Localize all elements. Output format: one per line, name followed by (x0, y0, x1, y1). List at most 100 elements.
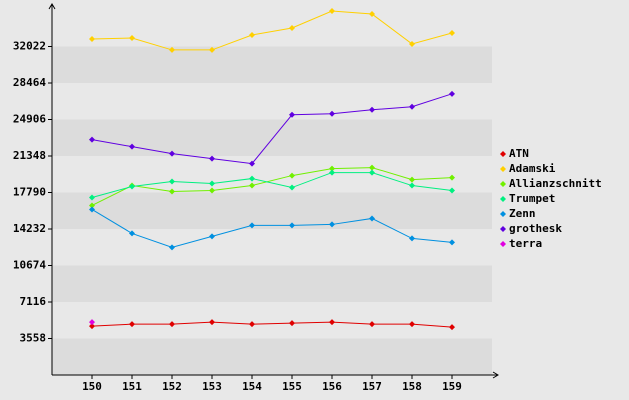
x-tick-label: 155 (282, 380, 302, 393)
point (89, 136, 95, 143)
point (449, 29, 455, 36)
y-tick-label: 32022 (13, 40, 46, 53)
point (329, 169, 335, 176)
grid-band (52, 83, 492, 120)
point (209, 319, 215, 326)
point (369, 106, 375, 113)
point (449, 239, 455, 246)
grid-band (52, 229, 492, 266)
point (169, 178, 175, 185)
point (449, 90, 455, 97)
legend-label: Trumpet (509, 192, 555, 205)
point (209, 233, 215, 240)
point (369, 215, 375, 222)
point (369, 11, 375, 18)
legend-label: Adamski (509, 162, 556, 175)
series-line (91, 321, 453, 328)
series-line (91, 209, 453, 248)
point (129, 183, 135, 190)
point (89, 206, 95, 213)
point (169, 150, 175, 157)
y-tick-label: 24906 (13, 113, 46, 126)
point (329, 221, 335, 228)
x-tick-label: 151 (122, 380, 142, 393)
x-axis-arrow (492, 371, 499, 379)
legend-marker (500, 241, 506, 247)
point (409, 40, 415, 47)
point (129, 321, 135, 328)
legend-marker (500, 151, 506, 157)
point (89, 323, 95, 330)
point (249, 182, 255, 189)
y-tick-label: 17790 (13, 186, 46, 199)
point (329, 110, 335, 117)
series-line (91, 93, 453, 165)
point (209, 46, 215, 53)
x-tick-label: 158 (402, 380, 422, 393)
point (89, 202, 95, 209)
legend-label: terra (509, 237, 542, 250)
series-line (91, 167, 453, 206)
legend-marker (500, 196, 506, 202)
point (289, 320, 295, 327)
point (449, 187, 455, 194)
point (289, 111, 295, 118)
x-tick-label: 150 (82, 380, 102, 393)
point (409, 182, 415, 189)
point (209, 180, 215, 187)
series-line (91, 172, 453, 198)
x-tick-label: 154 (242, 380, 262, 393)
x-tick-label: 153 (202, 380, 222, 393)
point (289, 184, 295, 191)
legend-marker (500, 181, 506, 187)
legend-label: ATN (509, 147, 529, 160)
grid-band (52, 46, 492, 83)
point (369, 169, 375, 176)
grid-band (52, 119, 492, 156)
point (169, 321, 175, 328)
grid-band (52, 265, 492, 302)
point (409, 235, 415, 242)
point (129, 34, 135, 41)
y-tick-label: 10674 (13, 259, 46, 272)
legend-marker (500, 211, 506, 217)
point (329, 8, 335, 15)
grid-band (52, 338, 492, 375)
point (289, 25, 295, 32)
legend-label: Allianzschnitt (509, 177, 602, 190)
point (169, 46, 175, 53)
point (249, 31, 255, 38)
point (409, 176, 415, 183)
series-line (91, 10, 453, 51)
point (249, 321, 255, 328)
x-tick-label: 156 (322, 380, 342, 393)
point (289, 172, 295, 179)
legend-marker (500, 166, 506, 172)
legend-marker (500, 226, 506, 232)
y-tick-label: 7116 (20, 295, 47, 308)
point (329, 165, 335, 172)
point (249, 160, 255, 167)
point (249, 175, 255, 182)
point (129, 143, 135, 150)
point (89, 194, 95, 201)
point (169, 244, 175, 251)
point (289, 222, 295, 229)
point (89, 319, 95, 326)
x-tick-label: 152 (162, 380, 182, 393)
y-tick-label: 14232 (13, 222, 46, 235)
point (169, 188, 175, 195)
grid-band (52, 192, 492, 229)
point (209, 187, 215, 194)
point (129, 230, 135, 237)
x-tick-label: 159 (442, 380, 462, 393)
x-tick-label: 157 (362, 380, 382, 393)
y-tick-label: 3558 (20, 332, 47, 345)
point (209, 155, 215, 162)
point (329, 319, 335, 326)
point (409, 321, 415, 328)
point (369, 321, 375, 328)
y-tick-label: 28464 (13, 76, 46, 89)
point (449, 324, 455, 331)
